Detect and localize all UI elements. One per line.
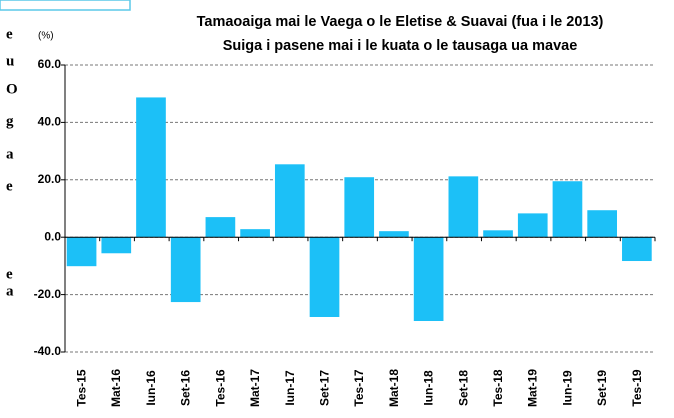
bar [622,237,652,262]
x-tick-label: Set-19 [595,370,609,406]
x-tick-label: Mat-17 [248,369,262,407]
frame-box [0,0,131,11]
margin-text: e [6,266,13,282]
bar [587,210,617,238]
y-axis-label: (%) [38,31,54,42]
x-tick-label: Tes-17 [352,369,366,406]
x-tick-label: Mat-16 [109,369,123,407]
y-tick-label: -40.0 [34,344,62,358]
x-tick-label: Tes-18 [491,369,505,406]
x-tick-label: Set-17 [317,370,331,406]
margin-text: O [6,81,18,97]
x-tick-label: Iun-16 [144,370,158,406]
x-tick-label: Iun-18 [422,370,436,406]
bar [344,177,375,238]
margin-text: e [6,26,13,42]
margin-text: a [6,146,14,162]
y-tick-label: 60.0 [38,57,62,71]
x-tick-label: Mat-18 [387,369,401,407]
y-tick-label: -20.0 [34,287,62,301]
bar [274,164,305,238]
bar [66,237,97,267]
x-tick-label: Tes-15 [75,369,89,406]
margin-text: u [6,53,14,69]
x-tick-label: Tes-19 [630,369,644,406]
y-tick-label: 0.0 [44,229,61,243]
bar [379,231,409,238]
bar [413,237,444,322]
bar [136,97,166,238]
margin-text: e [6,178,13,194]
x-tick-label: Iun-17 [283,370,297,406]
bar [448,176,479,238]
chart-title: Tamaoaiga mai le Vaega o le Eletise & Su… [197,14,604,30]
y-tick-label: 20.0 [38,172,62,186]
x-tick-label: Tes-16 [213,369,227,406]
margin-text: a [6,283,14,299]
x-tick-label: Set-18 [456,370,470,406]
bar [101,237,132,254]
bar [309,237,340,317]
y-tick-label: 40.0 [38,115,62,129]
x-tick-label: Mat-19 [526,369,540,407]
margin-text: g [6,113,14,129]
bar [483,230,513,238]
x-tick-label: Iun-19 [560,370,574,406]
x-tick-label: Set-16 [179,370,193,406]
chart-subtitle: Suiga i pasene mai i le kuata o le tausa… [223,38,578,54]
bar [205,217,236,238]
bar [517,213,548,238]
bar [240,229,270,238]
bar [552,181,583,238]
bar [170,237,201,303]
